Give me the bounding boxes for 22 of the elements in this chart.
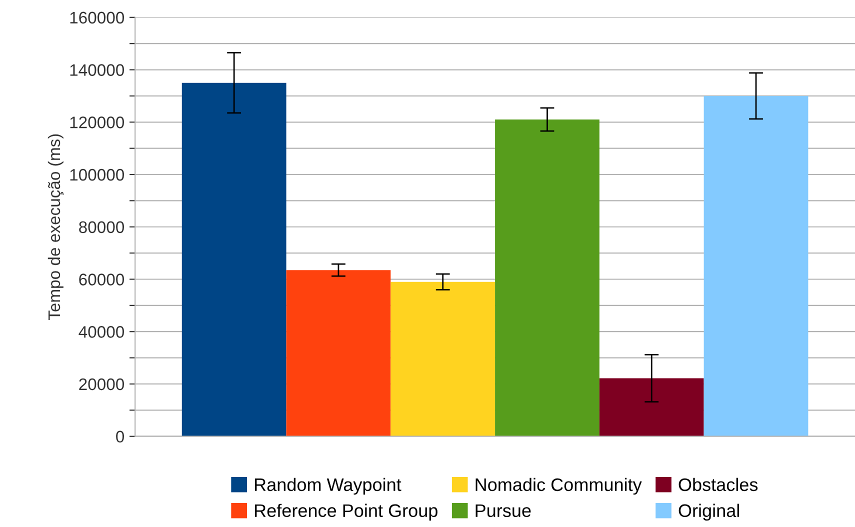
legend-label: Nomadic Community bbox=[476, 478, 642, 495]
legend-label: Original bbox=[678, 504, 739, 521]
y-tick-label: 60000 bbox=[79, 274, 124, 286]
y-tick-label: 40000 bbox=[78, 326, 124, 338]
y-tick-label: 100000 bbox=[70, 168, 124, 181]
y-tick-label: 140000 bbox=[70, 64, 124, 76]
legend-label: Obstacles bbox=[678, 478, 758, 492]
legend-label: Reference Point Group bbox=[255, 504, 438, 521]
bar bbox=[390, 282, 496, 436]
bar bbox=[286, 270, 391, 436]
y-tick-label: 20000 bbox=[79, 378, 124, 390]
legend-label: Random Waypoint bbox=[255, 478, 402, 495]
y-tick-label: 120000 bbox=[70, 116, 124, 128]
y-axis-title: Tempo de execução (ms) bbox=[48, 134, 64, 320]
bar bbox=[704, 96, 808, 436]
legend-label: Pursue bbox=[476, 504, 531, 518]
y-tick-label: 0 bbox=[116, 430, 124, 443]
y-tick-label: 160000 bbox=[70, 12, 124, 24]
bar bbox=[599, 378, 704, 436]
bar bbox=[182, 82, 286, 436]
bar bbox=[495, 120, 600, 436]
y-tick-label: 80000 bbox=[79, 221, 124, 234]
